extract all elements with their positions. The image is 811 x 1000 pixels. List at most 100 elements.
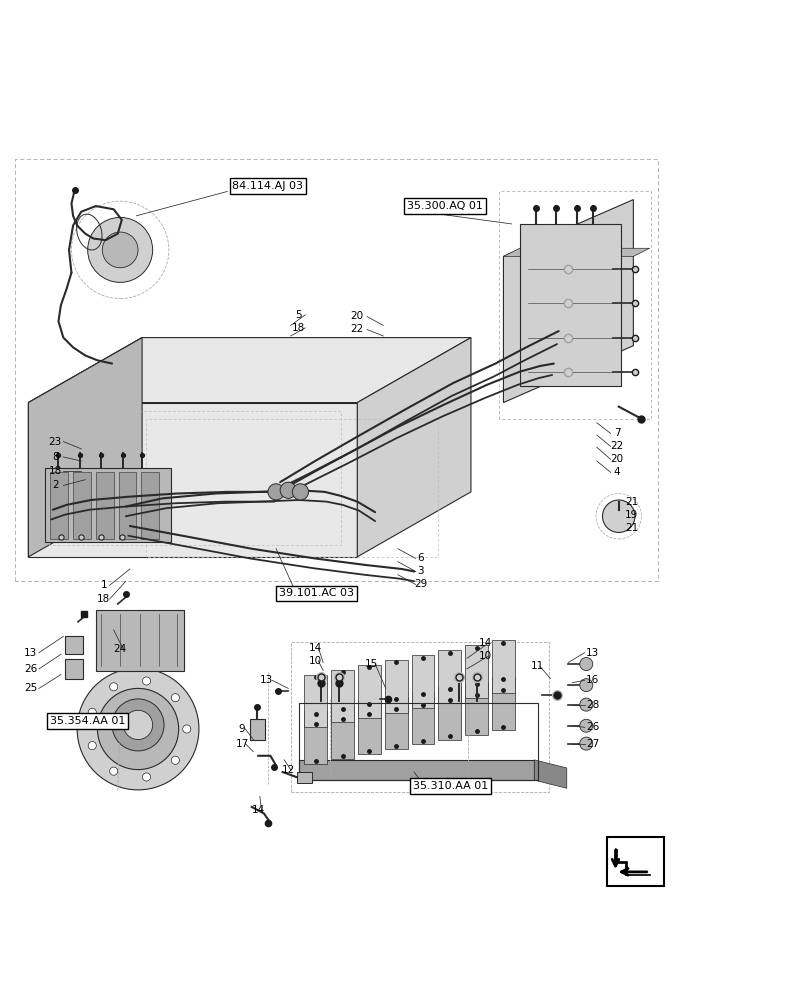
Circle shape — [97, 688, 178, 770]
Circle shape — [602, 500, 634, 532]
Circle shape — [88, 742, 97, 750]
Circle shape — [102, 232, 138, 268]
Circle shape — [77, 668, 199, 790]
Text: 19: 19 — [624, 510, 637, 520]
Circle shape — [579, 737, 592, 750]
Circle shape — [123, 710, 152, 740]
Text: 12: 12 — [281, 765, 294, 775]
Bar — [297, 772, 311, 783]
Bar — [304, 711, 327, 764]
Bar — [290, 642, 548, 792]
Bar — [331, 706, 354, 759]
Bar — [118, 472, 136, 539]
Bar — [331, 670, 354, 722]
Text: 84.114.AJ 03: 84.114.AJ 03 — [232, 181, 303, 191]
Text: 20: 20 — [610, 454, 623, 464]
Text: 9: 9 — [238, 724, 245, 734]
Bar — [411, 692, 434, 744]
Text: 39.101.AC 03: 39.101.AC 03 — [279, 588, 354, 598]
Circle shape — [171, 694, 179, 702]
Bar — [250, 719, 264, 740]
Circle shape — [109, 767, 118, 775]
Text: 5: 5 — [295, 310, 302, 320]
Bar — [141, 472, 159, 539]
Polygon shape — [503, 248, 649, 256]
Circle shape — [268, 484, 284, 500]
Circle shape — [142, 677, 150, 685]
Circle shape — [142, 773, 150, 781]
Text: 18: 18 — [49, 466, 62, 476]
Bar — [384, 697, 407, 749]
Bar — [438, 687, 461, 740]
Circle shape — [579, 679, 592, 692]
Polygon shape — [28, 403, 357, 557]
Text: 15: 15 — [365, 659, 378, 669]
Text: 35.300.AQ 01: 35.300.AQ 01 — [406, 201, 483, 211]
Bar — [358, 701, 380, 754]
Text: 1: 1 — [101, 580, 107, 590]
Bar — [96, 472, 114, 539]
Text: 13: 13 — [24, 648, 37, 658]
Text: 26: 26 — [586, 722, 599, 732]
Text: 28: 28 — [586, 700, 599, 710]
Text: 14: 14 — [478, 638, 491, 648]
Text: 27: 27 — [586, 739, 599, 749]
Text: 14: 14 — [251, 805, 264, 815]
Bar — [298, 760, 534, 780]
Circle shape — [182, 725, 191, 733]
Bar — [491, 677, 514, 730]
Polygon shape — [28, 338, 470, 403]
Circle shape — [280, 482, 296, 498]
Text: 10: 10 — [478, 651, 491, 661]
Bar — [73, 472, 91, 539]
Text: 22: 22 — [610, 441, 623, 451]
Polygon shape — [503, 200, 633, 403]
Text: 24: 24 — [114, 644, 127, 654]
Text: 17: 17 — [235, 739, 248, 749]
Circle shape — [112, 699, 164, 751]
Bar — [298, 703, 538, 780]
Polygon shape — [615, 848, 649, 875]
Bar — [438, 650, 461, 703]
Bar — [465, 682, 487, 735]
Circle shape — [171, 756, 179, 764]
Text: 25: 25 — [24, 683, 37, 693]
Bar — [519, 224, 620, 386]
Text: 22: 22 — [350, 324, 363, 334]
Bar — [411, 655, 434, 708]
Text: 35.310.AA 01: 35.310.AA 01 — [413, 781, 487, 791]
Circle shape — [579, 698, 592, 711]
Bar — [384, 660, 407, 713]
Text: 18: 18 — [97, 594, 110, 604]
Polygon shape — [357, 338, 470, 557]
Text: 20: 20 — [350, 311, 363, 321]
Bar — [65, 659, 83, 679]
Circle shape — [579, 658, 592, 671]
Bar — [607, 837, 663, 886]
Text: 13: 13 — [586, 648, 599, 658]
Circle shape — [109, 683, 118, 691]
Circle shape — [579, 719, 592, 732]
Text: 21: 21 — [624, 523, 637, 533]
Text: 26: 26 — [24, 664, 37, 674]
Text: 23: 23 — [49, 437, 62, 447]
Bar — [45, 468, 170, 542]
Text: 18: 18 — [292, 323, 305, 333]
Text: 10: 10 — [308, 656, 321, 666]
Bar — [65, 636, 83, 654]
Text: 21: 21 — [624, 497, 637, 507]
Bar — [50, 472, 68, 539]
Text: 35.354.AA 01: 35.354.AA 01 — [50, 716, 125, 726]
Bar — [304, 675, 327, 727]
Text: 6: 6 — [417, 553, 423, 563]
Bar — [358, 665, 380, 718]
Text: 4: 4 — [613, 467, 620, 477]
Text: 2: 2 — [52, 480, 58, 490]
Bar — [96, 610, 183, 671]
Text: 11: 11 — [530, 661, 543, 671]
Polygon shape — [28, 338, 142, 557]
Text: 14: 14 — [308, 643, 321, 653]
Polygon shape — [28, 338, 142, 557]
Text: 8: 8 — [52, 452, 58, 462]
Circle shape — [292, 484, 308, 500]
